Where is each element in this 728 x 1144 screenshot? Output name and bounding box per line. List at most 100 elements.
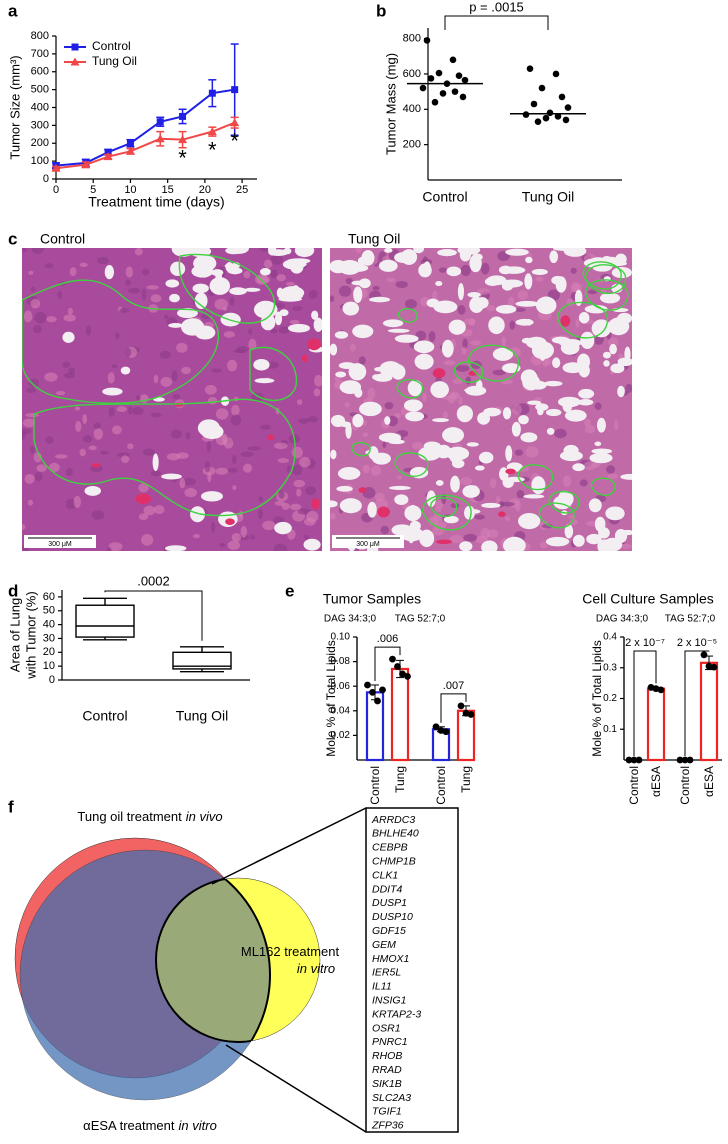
- alveolus: [408, 531, 415, 544]
- alveolus: [478, 451, 494, 464]
- tissue-speckle: [395, 280, 408, 289]
- tissue-speckle: [460, 264, 471, 276]
- gene: ZFP36: [371, 1120, 404, 1132]
- tissue-speckle: [304, 517, 316, 526]
- alveolus: [578, 388, 595, 399]
- tissue-speckle: [227, 540, 241, 550]
- alveolus: [620, 473, 632, 480]
- dot: [552, 70, 560, 78]
- alveolus: [378, 432, 401, 443]
- x-tick-label: 25: [236, 184, 248, 196]
- alveolus: [394, 252, 413, 263]
- tissue-speckle: [179, 478, 186, 489]
- dot: [423, 37, 431, 44]
- tissue-speckle: [514, 307, 526, 312]
- tissue-speckle: [26, 387, 36, 393]
- dot: [449, 56, 457, 64]
- alveolus: [169, 293, 180, 303]
- tissue-speckle: [207, 396, 218, 405]
- tissue-speckle: [159, 350, 171, 359]
- alveolus: [495, 304, 517, 314]
- tissue-speckle: [141, 288, 147, 301]
- tissue-speckle: [291, 464, 303, 476]
- tissue-speckle: [61, 361, 71, 368]
- marker: [178, 135, 188, 144]
- alveolus: [577, 353, 591, 370]
- venn-label-qualifier: in vitro: [179, 1118, 217, 1133]
- data-point: [676, 756, 684, 764]
- tissue-speckle: [96, 256, 110, 265]
- vessel: [311, 498, 320, 510]
- tissue-speckle: [32, 325, 42, 334]
- tissue-speckle: [457, 305, 466, 315]
- gene: TGIF1: [372, 1106, 402, 1118]
- alveolus: [229, 248, 249, 254]
- alveolus: [435, 281, 443, 287]
- tissue-speckle: [463, 533, 478, 542]
- bracket-label: .006: [377, 633, 398, 645]
- alveolus: [260, 314, 276, 331]
- alveolus: [432, 418, 449, 423]
- tissue-speckle: [514, 449, 523, 456]
- tissue-speckle: [57, 291, 62, 299]
- alveolus: [481, 540, 498, 551]
- box-plot: [75, 597, 135, 641]
- y-tick-label: 600: [403, 68, 421, 80]
- tissue-speckle: [443, 360, 456, 366]
- x-tick-label: Tung: [393, 766, 407, 793]
- tissue-speckle: [114, 332, 120, 340]
- data-point: [625, 756, 633, 764]
- tissue-speckle: [455, 365, 470, 372]
- alveolus: [303, 538, 321, 551]
- tissue-speckle: [34, 311, 47, 324]
- annotation: *: [178, 145, 187, 170]
- data-point: [657, 686, 665, 694]
- tissue-speckle: [259, 424, 272, 430]
- alveolus: [520, 369, 538, 386]
- alveolus: [211, 269, 224, 277]
- tissue-speckle: [308, 289, 318, 300]
- tissue-speckle: [69, 267, 77, 277]
- alveolus: [465, 385, 487, 396]
- tissue-speckle: [289, 319, 300, 325]
- tissue-speckle: [270, 253, 283, 265]
- tissue-speckle: [432, 521, 447, 530]
- tissue-speckle: [386, 277, 396, 282]
- alveolus: [413, 340, 435, 354]
- alveolus: [505, 248, 529, 256]
- alveolus: [597, 539, 612, 551]
- alveolus: [433, 300, 458, 314]
- tissue-speckle: [231, 533, 242, 542]
- tissue-speckle: [291, 446, 303, 459]
- alveolus: [578, 312, 590, 324]
- alveolus: [369, 296, 391, 303]
- tissue-speckle: [240, 451, 254, 457]
- alveolus: [287, 323, 311, 333]
- gene: OSR1: [372, 1022, 401, 1034]
- tissue-speckle: [23, 310, 33, 323]
- y-axis-label: Tumor Mass (mg): [383, 53, 398, 155]
- alveolus: [337, 467, 361, 480]
- tissue-speckle: [297, 399, 303, 405]
- alveolus: [352, 414, 364, 428]
- alveolus: [443, 515, 459, 524]
- tissue-speckle: [108, 542, 123, 551]
- alveolus: [161, 473, 182, 480]
- tissue-speckle: [143, 505, 156, 516]
- tissue-speckle: [222, 306, 227, 312]
- alveolus: [584, 304, 608, 314]
- y-axis-label: Mole % of Total Lipids: [590, 640, 604, 757]
- tissue-speckle: [608, 337, 619, 347]
- bracket-label: 2 x 10⁻⁵: [677, 637, 717, 649]
- tissue-speckle: [492, 369, 506, 376]
- alveolus: [624, 346, 631, 362]
- tissue-speckle: [182, 477, 196, 486]
- data-point: [630, 756, 638, 764]
- alveolus: [229, 287, 247, 296]
- bracket: [684, 650, 710, 756]
- tissue-speckle: [250, 534, 255, 540]
- tumor-outline: [394, 452, 429, 478]
- tissue-speckle: [570, 282, 580, 293]
- dot: [455, 72, 463, 80]
- tissue-speckle: [227, 359, 238, 372]
